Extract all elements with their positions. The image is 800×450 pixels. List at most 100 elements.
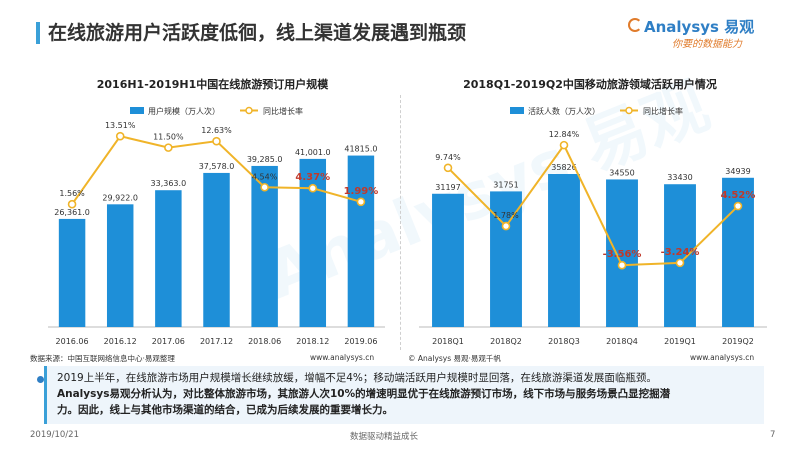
growth-value-label: 1.99%	[344, 186, 379, 197]
bar-2017.06	[155, 190, 182, 327]
growth-value-label: -3.56%	[603, 249, 642, 260]
x-tick-label: 2017.06	[152, 337, 185, 346]
x-tick-label: 2019.06	[344, 337, 377, 346]
legend-label-bar: 活跃人数（万人次）	[528, 106, 600, 116]
conclusion-line-3: 力。因此，线上与其他市场渠道的结合，已成为后续发展的重要增长力。	[57, 404, 393, 416]
x-tick-label: 2018.12	[296, 337, 329, 346]
header: 在线旅游用户活跃度低徊，线上渠道发展遇到瓶颈 Analysys 易观 你要的数据…	[0, 0, 800, 56]
bar-value-label: 26,361.0	[54, 208, 90, 217]
panel-divider	[400, 95, 402, 350]
growth-point	[443, 163, 453, 173]
bar-value-label: 31197	[435, 183, 460, 192]
legend-label-line: 同比增长率	[643, 106, 683, 116]
bar-value-label: 29,922.0	[102, 193, 138, 202]
bullet-dot-icon	[37, 376, 44, 383]
growth-value-label: 1.78%	[493, 211, 519, 220]
logo: Analysys 易观 你要的数据能力	[628, 16, 778, 52]
chart-right: 活跃人数（万人次） 同比增长率 31197 2018Q1 31751 2018Q2 3582…	[419, 106, 767, 346]
legend-label-line: 同比增长率	[263, 106, 303, 116]
x-tick-label: 2018Q4	[606, 337, 638, 346]
chart-left: 用户规模（万人次） 同比增长率 26,361.0 2016.06 29,922.0 201…	[48, 106, 385, 346]
growth-line	[447, 143, 739, 267]
bar-value-label: 33,363.0	[151, 179, 187, 188]
bar-2016.06	[58, 218, 86, 327]
bar-2016.12	[106, 204, 134, 327]
legend-swatch-bar	[510, 107, 524, 114]
conclusion-line-2: Analysys易观分析认为，对比整体旅游市场，其旅游人次10%的增速明显优于在…	[57, 388, 671, 400]
growth-point	[308, 183, 318, 193]
legend-swatch-bar	[130, 107, 144, 114]
bar-2018Q4	[606, 179, 638, 327]
bar-value-label: 34550	[609, 168, 634, 177]
x-tick-label: 2019Q2	[722, 337, 754, 346]
source-note-left: 数据来源：中国互联网络信息中心·易观整理	[30, 354, 175, 363]
x-tick-label: 2017.12	[200, 337, 233, 346]
x-tick-label: 2016.12	[104, 337, 137, 346]
logo-swirl-icon	[628, 18, 642, 32]
bar-value-label: 33430	[667, 173, 692, 182]
growth-value-label: 4.37%	[295, 172, 330, 183]
source-note-right: © Analysys 易观·易观千帆	[408, 354, 501, 363]
growth-point	[115, 131, 125, 141]
x-tick-label: 2016.06	[56, 337, 89, 346]
bar-2019Q1	[664, 184, 696, 327]
conclusion-line-1: 2019上半年，在线旅游市场用户规模增长继续放缓，增幅不足4%；移动端活跃用户规…	[57, 372, 657, 384]
growth-value-label: 11.50%	[153, 133, 184, 142]
growth-point	[67, 199, 77, 209]
bar-2018Q3	[548, 173, 580, 327]
page-title: 在线旅游用户活跃度低徊，线上渠道发展遇到瓶颈	[48, 22, 467, 44]
bar-2019.06	[347, 155, 375, 327]
legend-label-bar: 用户规模（万人次）	[148, 106, 220, 116]
legend: 用户规模（万人次） 同比增长率	[130, 106, 303, 116]
legend-marker-line	[625, 106, 633, 115]
bar-value-label: 31751	[493, 180, 518, 189]
growth-point	[617, 260, 627, 270]
bar-2018Q2	[490, 191, 522, 327]
growth-point	[501, 221, 511, 231]
growth-value-label: 4.52%	[721, 190, 756, 201]
bar-value-label: 37,578.0	[199, 162, 235, 171]
logo-brand-en: Analysys	[644, 18, 719, 36]
x-tick-label: 2018.06	[248, 337, 281, 346]
legend: 活跃人数（万人次） 同比增长率	[510, 106, 683, 116]
growth-value-label: 13.51%	[105, 121, 136, 130]
bar-2017.12	[203, 172, 230, 327]
growth-value-label: 12.63%	[201, 126, 232, 135]
footer-slogan: 数据驱动精益成长	[350, 432, 419, 442]
page-number: 7	[770, 430, 776, 440]
footer-date: 2019/10/21	[30, 430, 79, 440]
x-tick-label: 2018Q3	[548, 337, 580, 346]
bar-value-label: 35826	[551, 163, 576, 172]
x-tick-label: 2019Q1	[664, 337, 696, 346]
bar-2018.06	[251, 165, 278, 327]
growth-value-label: -3.24%	[661, 247, 700, 258]
bar-value-label: 39,285.0	[247, 155, 283, 164]
source-url-left: www.analysys.cn	[310, 353, 375, 362]
bar-2018Q1	[432, 193, 464, 327]
chart-panel-online-booking-users: 2016H1-2019H1中国在线旅游预订用户规模 用户规模（万人次） 同比增长率…	[30, 62, 395, 362]
bar-value-label: 41,001.0	[295, 148, 331, 157]
growth-point	[733, 201, 743, 211]
chart-title-right: 2018Q1-2019Q2中国移动旅游领域活跃用户情况	[463, 78, 717, 91]
growth-point	[356, 197, 366, 207]
growth-point	[164, 143, 173, 152]
growth-value-label: 12.84%	[549, 130, 580, 139]
source-url-right: www.analysys.cn	[690, 353, 755, 362]
growth-point	[212, 136, 221, 146]
legend-marker-line	[245, 106, 253, 115]
growth-point	[559, 140, 569, 150]
growth-value-label: 4.54%	[252, 172, 278, 181]
chart-title-left: 2016H1-2019H1中国在线旅游预订用户规模	[96, 78, 329, 91]
chart-panel-mobile-active-users: 2018Q1-2019Q2中国移动旅游领域活跃用户情况 活跃人数（万人次） 同比增…	[405, 62, 775, 362]
growth-value-label: 1.56%	[59, 189, 85, 198]
logo-brand-cn: 易观	[724, 18, 755, 36]
conclusion-box: 2019上半年，在线旅游市场用户规模增长继续放缓，增幅不足4%；移动端活跃用户规…	[37, 366, 764, 424]
logo-slogan: 你要的数据能力	[672, 39, 742, 50]
x-tick-label: 2018Q1	[432, 337, 464, 346]
bar-value-label: 41815.0	[344, 145, 377, 154]
growth-point	[260, 182, 269, 192]
bar-value-label: 34939	[725, 167, 750, 176]
x-tick-label: 2018Q2	[490, 337, 522, 346]
logo-brand: Analysys 易观	[644, 16, 754, 37]
title-accent-bar	[36, 22, 40, 44]
